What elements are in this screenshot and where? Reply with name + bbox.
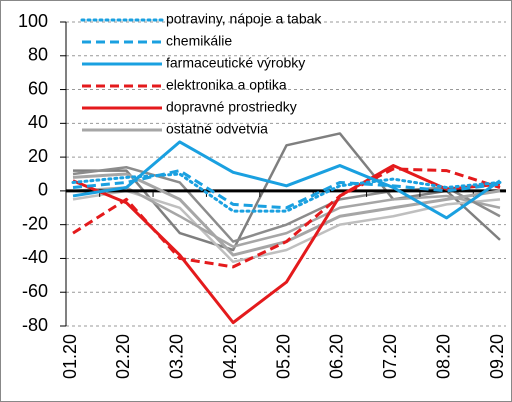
y-tick-label: 40 <box>28 112 48 132</box>
legend-label: chemikálie <box>166 33 232 49</box>
y-tick-label: 100 <box>18 11 48 31</box>
legend-label: potraviny, nápoje a tabak <box>166 11 322 27</box>
y-tick-label: -40 <box>22 247 48 267</box>
other-line <box>72 186 501 248</box>
y-tick-label: 0 <box>38 180 48 200</box>
x-tick-label: 07.20 <box>380 334 400 379</box>
legend-label: elektronika a optika <box>166 77 287 93</box>
legend-label: dopravné prostriedky <box>166 99 297 115</box>
x-tick-label: 01.20 <box>60 334 80 379</box>
x-tick-label: 06.20 <box>327 334 347 379</box>
legend-label: farmaceutické výrobky <box>166 55 305 71</box>
y-tick-label: -60 <box>22 281 48 301</box>
x-tick-label: 02.20 <box>113 334 133 379</box>
x-tick-label: 09.20 <box>487 334 507 379</box>
y-tick-label: 80 <box>28 45 48 65</box>
y-tick-label: 60 <box>28 78 48 98</box>
x-tick-label: 04.20 <box>220 334 240 379</box>
legend-label: ostatné odvetvia <box>166 121 268 137</box>
x-tick-label: 05.20 <box>273 334 293 379</box>
series-line <box>72 169 501 210</box>
series-line <box>71 172 502 213</box>
series-line <box>72 140 501 220</box>
series-line <box>72 167 501 269</box>
x-tick-label: 03.20 <box>167 334 187 379</box>
x-tick-label: 08.20 <box>433 334 453 379</box>
y-tick-label: 20 <box>28 146 48 166</box>
y-tick-label: -20 <box>22 213 48 233</box>
y-tick-label: -80 <box>22 315 48 335</box>
